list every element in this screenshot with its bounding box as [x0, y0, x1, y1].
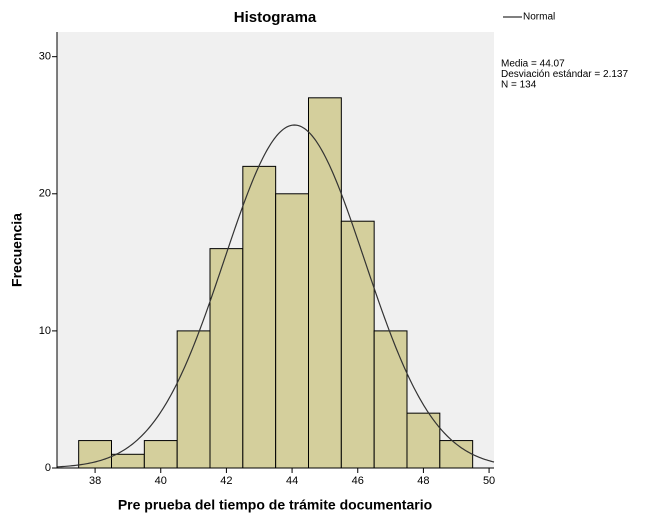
chart-title: Histograma	[234, 9, 317, 26]
x-tick-label: 50	[483, 475, 495, 487]
bar	[209, 248, 244, 469]
stats-text: Media = 44.07	[501, 59, 565, 70]
bar	[275, 193, 309, 469]
bar	[406, 412, 441, 469]
stats-text: Desviación estándar = 2.137	[501, 69, 628, 80]
bar	[143, 440, 178, 469]
y-tick-label: 0	[45, 462, 51, 474]
x-tick-label: 46	[352, 475, 364, 487]
bar	[439, 440, 474, 469]
x-tick-label: 48	[417, 475, 429, 487]
y-tick-label: 10	[39, 325, 51, 337]
bar	[373, 330, 408, 469]
x-axis-label: Pre prueba del tiempo de trámite documen…	[118, 497, 432, 513]
bar	[111, 453, 145, 469]
x-tick-label: 42	[220, 475, 232, 487]
bar	[242, 165, 277, 469]
y-tick-label: 30	[39, 51, 51, 63]
y-tick-label: 20	[39, 188, 51, 200]
x-tick-label: 44	[286, 475, 298, 487]
stats-text: N = 134	[501, 80, 537, 91]
normal-curve	[56, 124, 495, 468]
x-tick-label: 38	[89, 475, 101, 487]
x-tick-label: 40	[155, 475, 167, 487]
bar	[78, 440, 113, 469]
legend-label: Normal	[523, 12, 555, 23]
y-axis-label: Frecuencia	[9, 213, 25, 287]
bar	[176, 330, 211, 469]
bar	[340, 220, 375, 469]
bar	[307, 97, 342, 469]
